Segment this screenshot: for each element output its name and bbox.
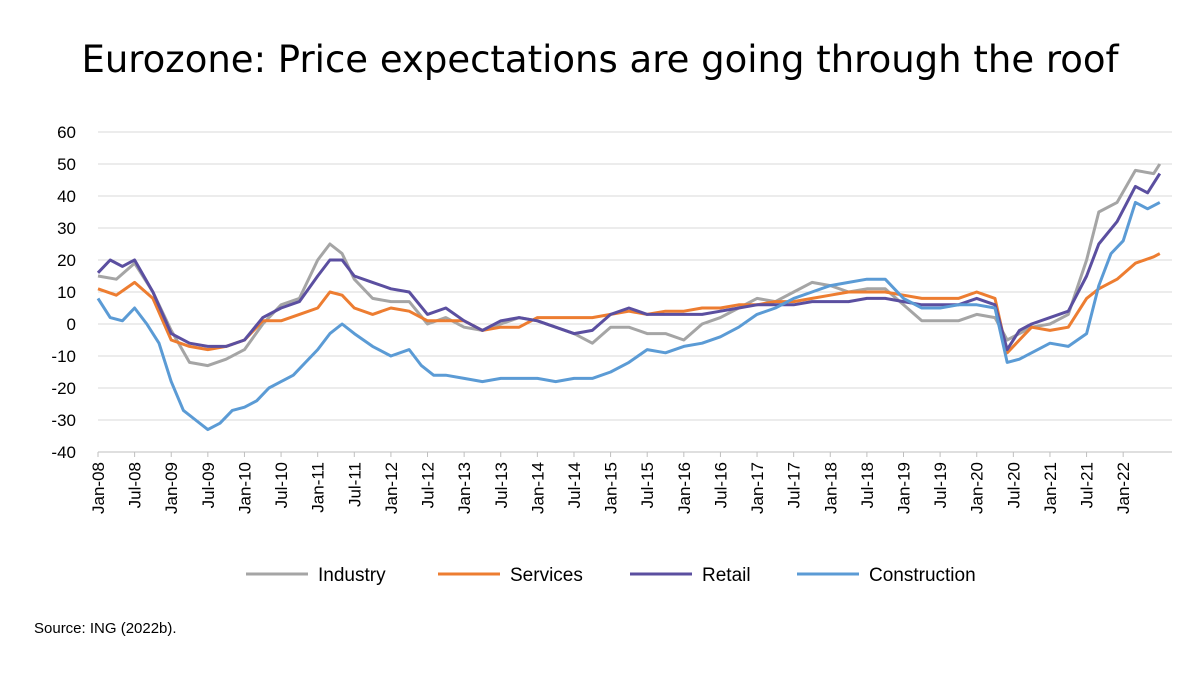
legend: Industry Services Retail Construction bbox=[246, 565, 976, 586]
x-tick-label: Jul-08 bbox=[126, 462, 145, 508]
x-tick-label: Jan-12 bbox=[382, 462, 401, 514]
legend-label-retail: Retail bbox=[702, 565, 751, 586]
x-tick-label: Jul-18 bbox=[858, 462, 877, 508]
series-lines bbox=[96, 163, 1162, 432]
y-tick-label: -30 bbox=[51, 411, 76, 430]
y-tick-label: -10 bbox=[51, 347, 76, 366]
y-tick-label: 50 bbox=[57, 155, 76, 174]
x-tick-label: Jul-13 bbox=[492, 462, 511, 508]
y-tick-label: 40 bbox=[57, 187, 76, 206]
x-tick-label: Jul-19 bbox=[931, 462, 950, 508]
y-tick-label: 30 bbox=[57, 219, 76, 238]
x-tick-label: Jan-18 bbox=[821, 462, 840, 514]
x-tick-label: Jan-10 bbox=[235, 462, 254, 514]
legend-label-services: Services bbox=[510, 565, 583, 586]
y-tick-label: -40 bbox=[51, 443, 76, 462]
source-note: Source: ING (2022b). bbox=[34, 620, 177, 637]
x-tick-label: Jul-14 bbox=[565, 462, 584, 508]
x-tick-label: Jan-15 bbox=[602, 462, 621, 514]
legend-label-industry: Industry bbox=[318, 565, 386, 586]
series-line-retail bbox=[96, 172, 1162, 352]
x-tick-label: Jan-21 bbox=[1041, 462, 1060, 514]
gridlines bbox=[98, 131, 1172, 453]
x-tick-label: Jul-15 bbox=[638, 462, 657, 508]
x-tick-label: Jan-09 bbox=[162, 462, 181, 514]
x-tick-label: Jul-17 bbox=[785, 462, 804, 508]
x-tick-label: Jan-13 bbox=[455, 462, 474, 514]
y-tick-label: -20 bbox=[51, 379, 76, 398]
x-tick-label: Jan-19 bbox=[895, 462, 914, 514]
x-tick-label: Jan-22 bbox=[1114, 462, 1133, 514]
x-tick-label: Jul-16 bbox=[711, 462, 730, 508]
y-tick-label: 0 bbox=[67, 315, 76, 334]
x-tick-label: Jul-11 bbox=[345, 462, 364, 507]
x-tick-label: Jan-11 bbox=[309, 462, 328, 513]
x-tick-label: Jul-21 bbox=[1078, 462, 1097, 508]
x-tick-label: Jul-09 bbox=[199, 462, 218, 508]
x-tick-label: Jan-08 bbox=[89, 462, 108, 514]
y-tick-label: 10 bbox=[57, 283, 76, 302]
y-tick-label: 60 bbox=[57, 123, 76, 142]
x-tick-label: Jul-20 bbox=[1004, 462, 1023, 508]
y-tick-label: 20 bbox=[57, 251, 76, 270]
series-line-industry bbox=[97, 163, 1162, 368]
x-tick-label: Jul-10 bbox=[272, 462, 291, 508]
series-line-construction bbox=[96, 200, 1161, 432]
x-tick-label: Jan-17 bbox=[748, 462, 767, 514]
axes: -40 -30 -20 -10 0 10 20 30 40 50 60 Jan-08 Jul-08 Jan… bbox=[51, 123, 1172, 514]
chart-title: Eurozone: Price expectations are going t… bbox=[81, 38, 1119, 81]
legend-label-construction: Construction bbox=[869, 565, 976, 586]
x-tick-label: Jan-16 bbox=[675, 462, 694, 514]
x-tick-label: Jul-12 bbox=[419, 462, 438, 508]
x-tick-label: Jan-14 bbox=[528, 462, 547, 514]
x-tick-label: Jan-20 bbox=[968, 462, 987, 514]
